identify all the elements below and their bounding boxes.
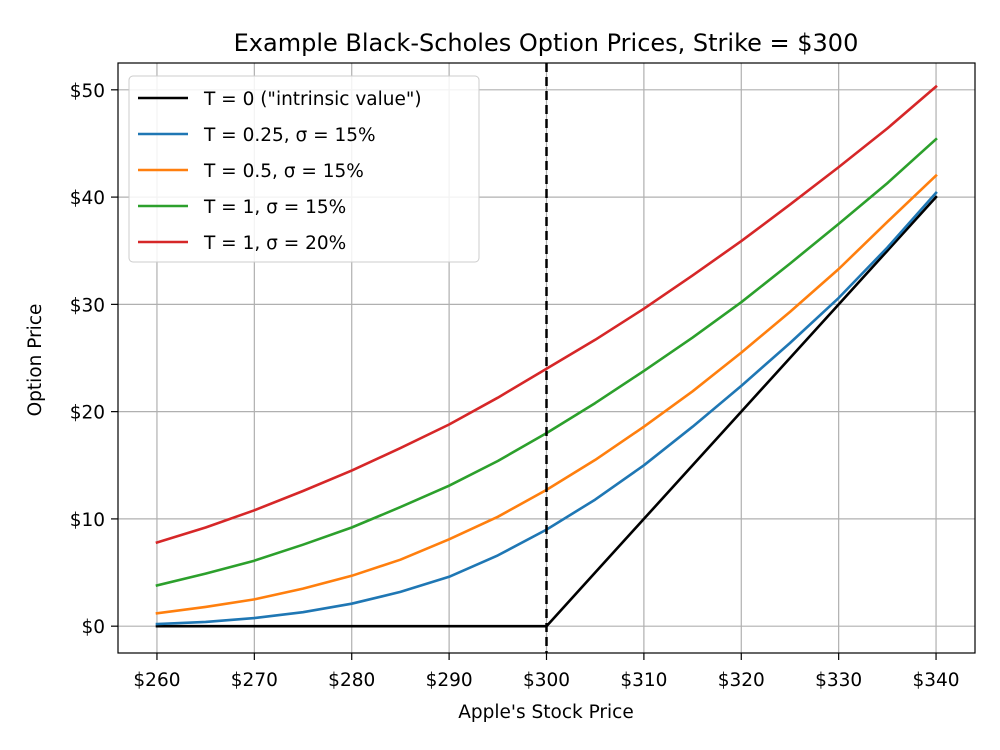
x-tick-label: $290 xyxy=(426,670,473,691)
x-tick-label: $300 xyxy=(523,670,570,691)
y-axis-label: Option Price xyxy=(25,304,46,417)
series-line-4 xyxy=(155,84,938,545)
x-axis-ticks: $260 $270 $280 $290 $300 $310 $320 $330 $340 xyxy=(133,653,960,691)
legend-label: T = 0.25, σ = 15% xyxy=(203,125,376,146)
legend-label: T = 0 ("intrinsic value") xyxy=(203,89,422,110)
x-tick-label: $310 xyxy=(620,670,667,691)
y-tick-label: $20 xyxy=(70,403,105,424)
x-tick-label: $320 xyxy=(718,670,765,691)
x-tick-label: $260 xyxy=(133,670,180,691)
legend: T = 0 ("intrinsic value") T = 0.25, σ = 1… xyxy=(128,75,480,263)
legend-label: T = 1, σ = 20% xyxy=(203,233,346,254)
chart-title: Example Black-Scholes Option Prices, Str… xyxy=(234,29,859,57)
y-tick-label: $10 xyxy=(70,510,105,531)
legend-label: T = 1, σ = 15% xyxy=(203,197,346,218)
x-tick-label: $280 xyxy=(328,670,375,691)
y-axis-ticks: $0 $10 $20 $30 $40 $50 xyxy=(70,81,118,638)
x-tick-label: $340 xyxy=(912,670,959,691)
y-tick-label: $30 xyxy=(70,295,105,316)
y-tick-label: $40 xyxy=(70,188,105,209)
x-axis-label: Apple's Stock Price xyxy=(458,702,633,723)
legend-label: T = 0.5, σ = 15% xyxy=(203,161,364,182)
x-tick-label: $330 xyxy=(815,670,862,691)
y-tick-label: $50 xyxy=(70,81,105,102)
x-tick-label: $270 xyxy=(231,670,278,691)
y-tick-label: $0 xyxy=(81,617,105,638)
legend-box xyxy=(128,75,480,263)
